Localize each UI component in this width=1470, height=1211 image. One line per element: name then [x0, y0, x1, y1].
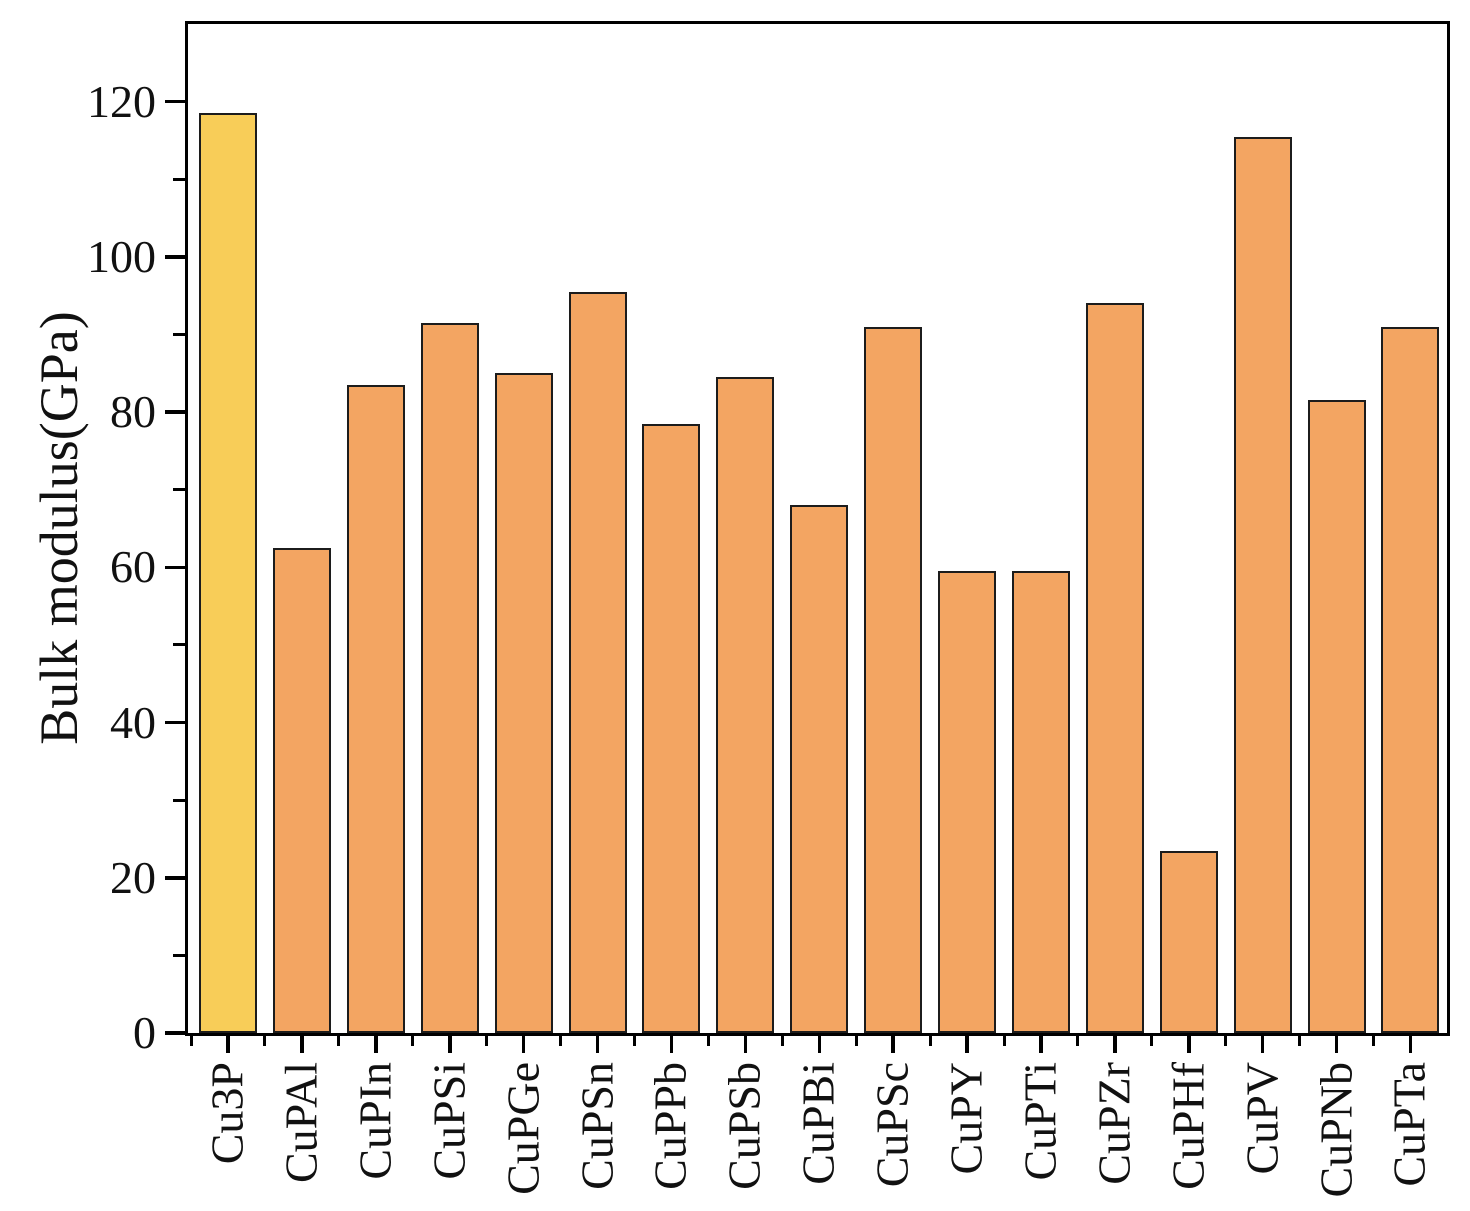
y-axis-tick — [165, 99, 185, 104]
x-axis-tick — [1039, 1034, 1043, 1053]
bar-cupzr — [1085, 303, 1144, 1033]
y-axis-tick — [165, 1031, 185, 1035]
y-axis-minor-tick — [173, 643, 185, 647]
y-axis-minor-tick — [173, 488, 185, 492]
x-axis-minor-tick — [411, 1034, 415, 1046]
x-axis-minor-tick — [928, 1034, 932, 1046]
x-axis-tick — [595, 1034, 600, 1053]
x-axis-minor-tick — [485, 1034, 489, 1046]
x-axis-minor-tick — [1224, 1034, 1228, 1046]
x-tick-label-cupv: CuPV — [1236, 1062, 1288, 1175]
bar-cupal — [272, 547, 331, 1033]
bar-cupv — [1233, 136, 1292, 1033]
y-axis-minor-tick — [173, 798, 185, 802]
x-axis-minor-tick — [780, 1034, 784, 1046]
y-tick-label: 100 — [87, 230, 156, 282]
x-tick-label-cupal: CuPAl — [275, 1062, 327, 1184]
x-tick-label-cupin: CuPIn — [349, 1062, 401, 1180]
x-axis-minor-tick — [1150, 1034, 1154, 1046]
y-axis-tick — [165, 410, 185, 414]
x-tick-label-cupzr: CuPZr — [1088, 1062, 1140, 1185]
x-tick-label-cuppb: CuPPb — [645, 1062, 697, 1190]
x-axis-tick — [226, 1034, 230, 1053]
y-axis-tick — [165, 720, 185, 725]
x-axis-minor-tick — [1002, 1034, 1006, 1046]
x-tick-label-cupsb: CuPSb — [719, 1062, 770, 1190]
bar-cupin — [346, 384, 405, 1033]
x-tick-label-cupsi: CuPSi — [423, 1062, 475, 1180]
bar-cupsb — [716, 377, 775, 1033]
x-tick-label-cupsn: CuPSn — [571, 1062, 623, 1190]
y-axis-minor-tick — [173, 333, 185, 336]
x-tick-label-cu3p: Cu3P — [201, 1062, 253, 1165]
x-axis-tick — [1113, 1034, 1117, 1053]
x-axis-minor-tick — [337, 1034, 341, 1046]
bar-cupge — [494, 373, 553, 1033]
x-axis-minor-tick — [189, 1034, 193, 1046]
bar-cupy — [938, 571, 996, 1033]
x-axis-tick — [1187, 1034, 1191, 1053]
x-axis-minor-tick — [263, 1034, 267, 1046]
x-axis-tick — [817, 1034, 821, 1053]
x-axis-tick — [669, 1034, 674, 1053]
y-axis-tick — [165, 876, 185, 880]
y-tick-label: 120 — [87, 75, 156, 127]
x-tick-label-cupnb: CuPNb — [1310, 1062, 1362, 1198]
bar-cupsc — [864, 326, 923, 1033]
bar-cupbi — [790, 505, 849, 1033]
y-axis-tick — [165, 255, 185, 259]
x-axis-tick — [300, 1034, 304, 1053]
x-axis-minor-tick — [1076, 1034, 1080, 1046]
x-axis-tick — [1260, 1034, 1265, 1053]
x-axis-tick — [1334, 1034, 1339, 1053]
x-axis-minor-tick — [706, 1034, 710, 1046]
x-tick-label-cupy: CuPY — [940, 1062, 992, 1175]
x-axis-minor-tick — [1372, 1034, 1375, 1046]
y-axis-minor-tick — [173, 953, 185, 957]
bar-cupsi — [420, 322, 479, 1033]
x-axis-tick — [521, 1034, 526, 1053]
y-tick-label: 60 — [110, 541, 156, 593]
x-axis-tick — [891, 1034, 895, 1053]
y-tick-label: 80 — [110, 386, 156, 438]
bar-cuphf — [1159, 850, 1218, 1033]
bar-cupnb — [1307, 400, 1366, 1033]
plot-area — [188, 24, 1447, 1033]
y-axis-tick — [165, 565, 185, 570]
bar-cupsn — [568, 291, 627, 1033]
y-tick-label: 0 — [133, 1007, 156, 1058]
bar-cupti — [1011, 571, 1070, 1033]
x-tick-label-cupta: CuPTa — [1384, 1062, 1436, 1187]
x-axis-tick — [965, 1034, 969, 1053]
bar-cuppb — [642, 423, 701, 1033]
y-tick-label: 20 — [110, 851, 156, 903]
x-tick-label-cupge: CuPGe — [497, 1062, 549, 1195]
x-tick-label-cupti: CuPTi — [1014, 1062, 1066, 1181]
bar-cu3p — [199, 113, 257, 1033]
x-axis-minor-tick — [1298, 1034, 1301, 1046]
x-axis-minor-tick — [854, 1034, 858, 1046]
x-axis-tick — [743, 1034, 748, 1053]
x-axis-minor-tick — [559, 1034, 562, 1046]
x-tick-label-cupbi: CuPBi — [792, 1062, 844, 1185]
y-tick-label: 40 — [110, 696, 156, 748]
x-tick-label-cupsc: CuPSc — [866, 1062, 918, 1188]
bar-cupta — [1381, 326, 1440, 1033]
x-axis-minor-tick — [633, 1034, 636, 1046]
x-axis-tick — [448, 1034, 452, 1053]
y-axis-minor-tick — [173, 177, 185, 181]
y-axis-title: Bulk modulus(GPa) — [29, 311, 89, 745]
x-axis-tick — [1408, 1034, 1413, 1053]
x-axis-tick — [374, 1034, 378, 1053]
x-tick-label-cuphf: CuPHf — [1162, 1062, 1214, 1190]
